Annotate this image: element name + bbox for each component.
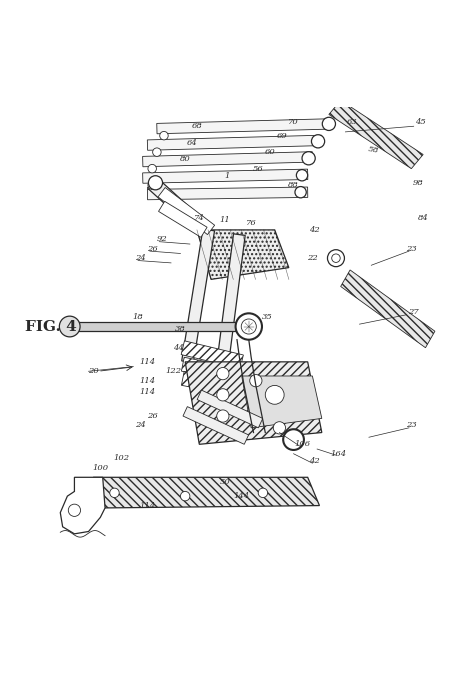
Polygon shape bbox=[63, 322, 249, 331]
Circle shape bbox=[110, 488, 119, 497]
Circle shape bbox=[148, 176, 163, 190]
Text: 22: 22 bbox=[307, 255, 318, 262]
Text: 70: 70 bbox=[288, 117, 299, 126]
Text: 18: 18 bbox=[133, 313, 144, 321]
Text: 23: 23 bbox=[406, 245, 417, 252]
Text: 80: 80 bbox=[180, 155, 191, 163]
Polygon shape bbox=[242, 376, 322, 428]
Text: 88: 88 bbox=[288, 181, 299, 189]
Text: 69: 69 bbox=[276, 132, 287, 140]
Text: 114: 114 bbox=[139, 501, 155, 510]
Text: 56: 56 bbox=[253, 165, 264, 173]
Polygon shape bbox=[329, 100, 423, 169]
Text: 44: 44 bbox=[173, 344, 183, 352]
Polygon shape bbox=[147, 187, 308, 200]
Text: 24: 24 bbox=[135, 421, 146, 429]
Text: 84: 84 bbox=[418, 214, 428, 222]
Text: 64: 64 bbox=[187, 139, 198, 147]
Text: 58: 58 bbox=[368, 145, 380, 154]
Circle shape bbox=[295, 187, 306, 198]
Polygon shape bbox=[217, 234, 245, 363]
Circle shape bbox=[217, 410, 229, 422]
Polygon shape bbox=[147, 135, 322, 150]
Text: 26: 26 bbox=[147, 245, 157, 252]
Circle shape bbox=[236, 314, 262, 340]
Circle shape bbox=[258, 488, 268, 497]
Text: 122: 122 bbox=[165, 367, 182, 375]
Text: 42: 42 bbox=[310, 226, 320, 234]
Text: 114: 114 bbox=[139, 358, 155, 366]
Circle shape bbox=[328, 250, 345, 267]
Polygon shape bbox=[183, 407, 248, 445]
Polygon shape bbox=[93, 477, 319, 508]
Text: 26: 26 bbox=[147, 412, 157, 420]
Circle shape bbox=[265, 386, 284, 404]
Polygon shape bbox=[158, 201, 207, 237]
Circle shape bbox=[273, 422, 285, 434]
Circle shape bbox=[148, 181, 156, 189]
Polygon shape bbox=[181, 341, 243, 368]
Text: 92: 92 bbox=[156, 235, 167, 244]
Polygon shape bbox=[143, 152, 312, 167]
Circle shape bbox=[250, 375, 262, 387]
Text: 38: 38 bbox=[175, 325, 186, 333]
Text: 35: 35 bbox=[262, 313, 273, 321]
Text: 102: 102 bbox=[113, 454, 129, 462]
Circle shape bbox=[59, 316, 80, 337]
Circle shape bbox=[181, 491, 190, 501]
Text: 1: 1 bbox=[225, 172, 230, 180]
Polygon shape bbox=[185, 362, 322, 445]
Circle shape bbox=[302, 152, 315, 165]
Polygon shape bbox=[197, 230, 289, 279]
Polygon shape bbox=[157, 119, 331, 134]
Circle shape bbox=[217, 389, 229, 401]
Text: 42: 42 bbox=[310, 457, 320, 465]
Text: 11: 11 bbox=[220, 217, 230, 224]
Text: 114: 114 bbox=[139, 377, 155, 385]
Polygon shape bbox=[182, 357, 243, 383]
Circle shape bbox=[311, 134, 325, 148]
Polygon shape bbox=[341, 270, 435, 348]
Text: 98: 98 bbox=[413, 179, 424, 187]
Text: 20: 20 bbox=[88, 367, 99, 375]
Polygon shape bbox=[158, 187, 215, 235]
Circle shape bbox=[241, 319, 256, 334]
Circle shape bbox=[296, 169, 308, 181]
Polygon shape bbox=[182, 229, 215, 363]
Circle shape bbox=[148, 165, 156, 173]
Text: FIG. 4: FIG. 4 bbox=[25, 320, 77, 333]
Text: 63: 63 bbox=[347, 117, 358, 126]
Polygon shape bbox=[147, 178, 209, 235]
Text: 24: 24 bbox=[135, 255, 146, 262]
Text: 164: 164 bbox=[330, 450, 346, 458]
Circle shape bbox=[217, 368, 229, 380]
Text: 114: 114 bbox=[139, 388, 155, 397]
Text: 100: 100 bbox=[92, 464, 109, 472]
Circle shape bbox=[68, 504, 81, 517]
Polygon shape bbox=[143, 169, 308, 183]
Circle shape bbox=[160, 132, 168, 140]
Text: 23: 23 bbox=[406, 421, 417, 429]
Polygon shape bbox=[60, 477, 105, 534]
Text: 144: 144 bbox=[234, 492, 250, 500]
Text: 45: 45 bbox=[415, 117, 426, 126]
Circle shape bbox=[332, 254, 340, 263]
Polygon shape bbox=[197, 390, 263, 428]
Text: 60: 60 bbox=[264, 148, 275, 156]
Text: 50: 50 bbox=[220, 478, 230, 486]
Circle shape bbox=[283, 429, 304, 450]
Text: 106: 106 bbox=[295, 440, 311, 449]
Text: 27: 27 bbox=[408, 309, 419, 316]
Polygon shape bbox=[182, 371, 243, 397]
Text: 68: 68 bbox=[191, 122, 202, 130]
Text: 74: 74 bbox=[194, 214, 205, 222]
Circle shape bbox=[153, 148, 161, 156]
Circle shape bbox=[322, 117, 336, 130]
Text: 76: 76 bbox=[246, 219, 256, 227]
